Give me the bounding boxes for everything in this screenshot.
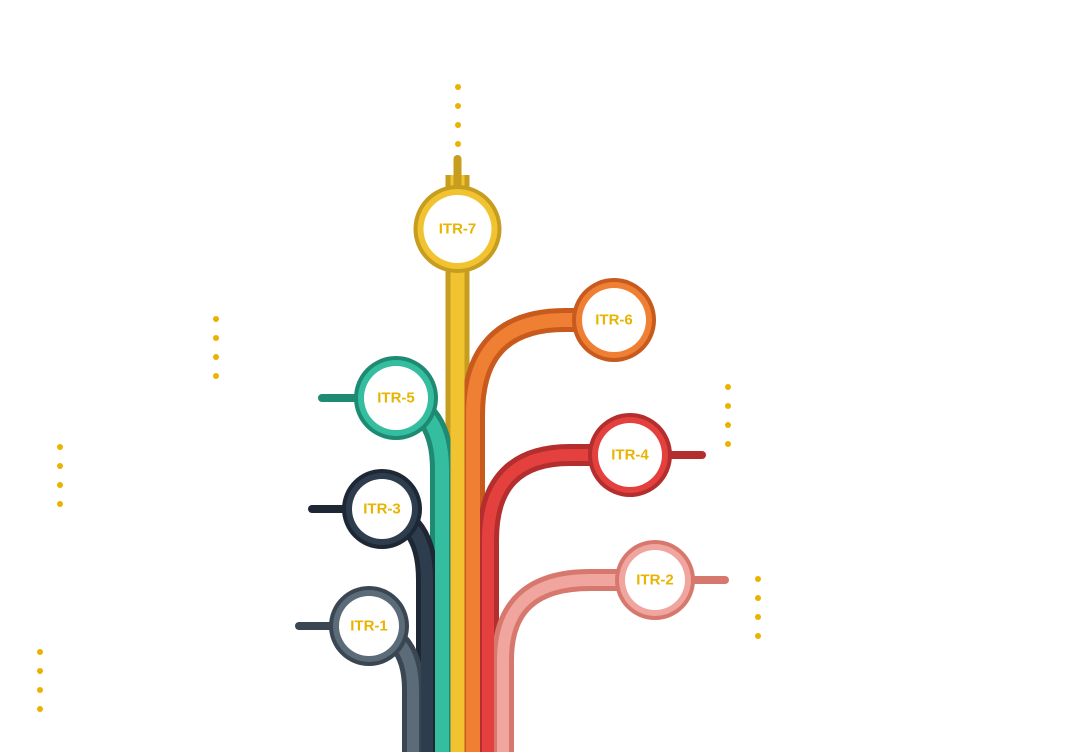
decor-dot <box>455 141 461 147</box>
decor-dot <box>213 316 219 322</box>
node-face-itr7 <box>424 195 492 263</box>
dots-right-upper <box>725 384 731 447</box>
node-face-itr4 <box>598 423 662 487</box>
decor-dot <box>455 122 461 128</box>
decor-dot <box>755 633 761 639</box>
decor-dot <box>755 614 761 620</box>
itr-tree-diagram: ITR-7ITR-5ITR-3ITR-1ITR-6ITR-4ITR-2 <box>0 0 1068 752</box>
node-face-itr3 <box>352 479 412 539</box>
dots-top-center <box>455 84 461 147</box>
decor-dot <box>725 441 731 447</box>
decor-dot <box>57 501 63 507</box>
node-face-itr6 <box>582 288 646 352</box>
dots-right-lower <box>755 576 761 639</box>
dots-left-mid <box>57 444 63 507</box>
node-face-itr5 <box>364 366 428 430</box>
decor-dot <box>57 463 63 469</box>
decor-dot <box>57 482 63 488</box>
decor-dot <box>37 687 43 693</box>
decor-dot <box>213 335 219 341</box>
decor-dot <box>37 649 43 655</box>
node-face-itr2 <box>625 550 685 610</box>
node-face-itr1 <box>339 596 399 656</box>
decor-dot <box>755 576 761 582</box>
decor-dot <box>213 373 219 379</box>
decor-dot <box>213 354 219 360</box>
decor-dot <box>725 403 731 409</box>
dots-left-lower <box>37 649 43 712</box>
decor-dot <box>57 444 63 450</box>
dots-left-upper <box>213 316 219 379</box>
decor-dot <box>725 422 731 428</box>
decor-dot <box>37 706 43 712</box>
decor-dot <box>37 668 43 674</box>
decor-dot <box>755 595 761 601</box>
decor-dot <box>455 103 461 109</box>
decor-dot <box>455 84 461 90</box>
branch-stem-itr2-inner <box>503 580 618 752</box>
decor-dot <box>725 384 731 390</box>
